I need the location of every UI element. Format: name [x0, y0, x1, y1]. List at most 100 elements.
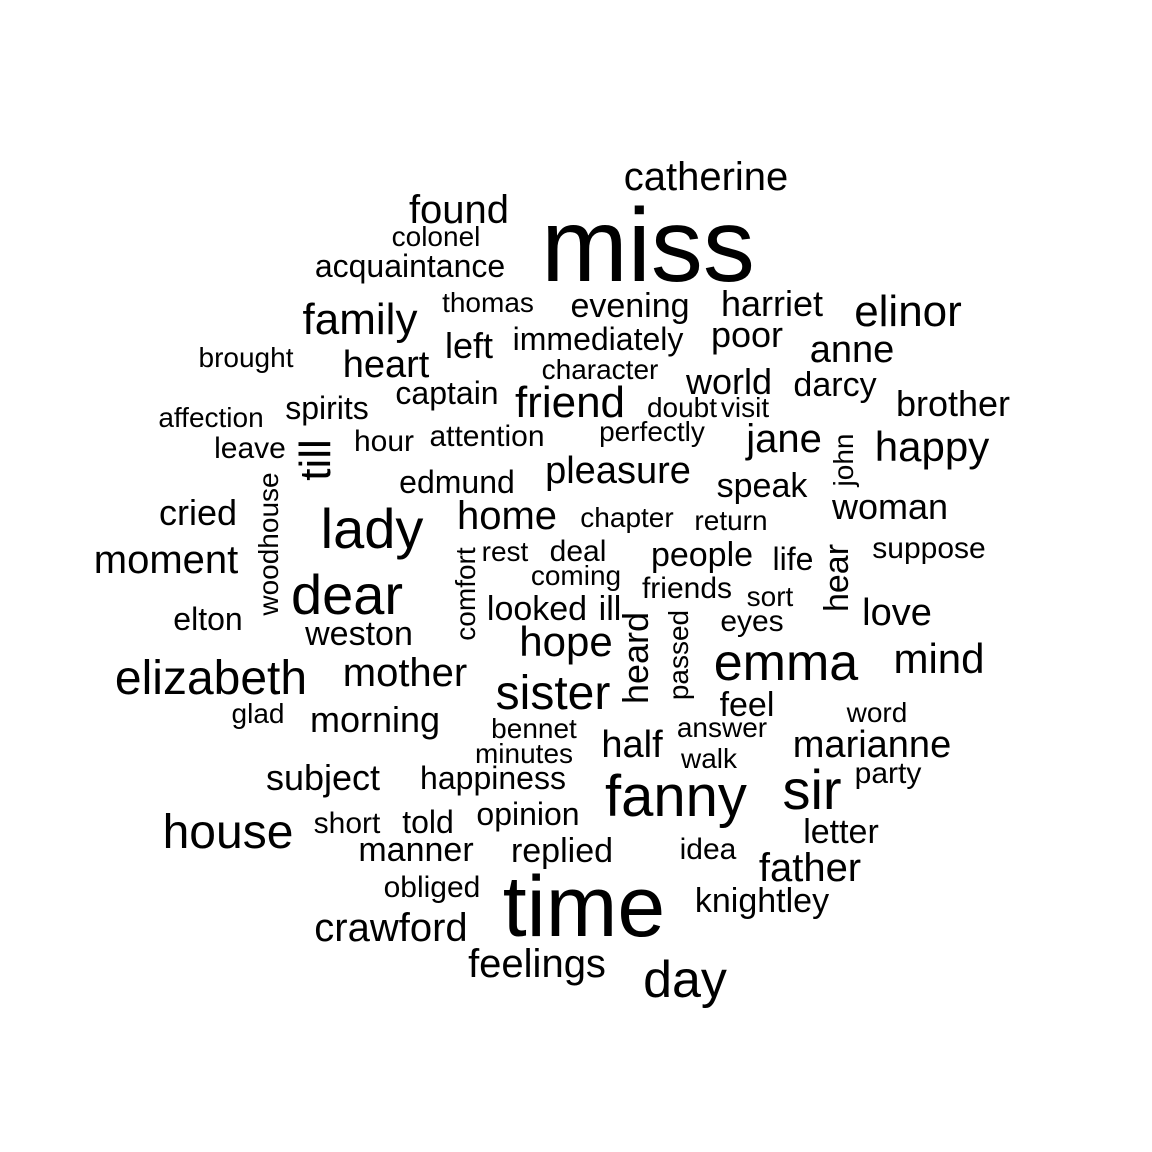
- word: passed: [663, 610, 694, 700]
- word: elizabeth: [115, 652, 307, 705]
- word: house: [163, 806, 294, 859]
- word: manner: [358, 831, 473, 869]
- word: acquaintance: [315, 248, 505, 284]
- word: word: [846, 697, 908, 728]
- word: fanny: [605, 764, 747, 829]
- word: day: [643, 951, 727, 1009]
- word: party: [855, 757, 922, 790]
- word: edmund: [399, 464, 515, 500]
- word: morning: [310, 699, 440, 740]
- word: speak: [717, 467, 809, 505]
- word: life: [773, 541, 814, 577]
- word: return: [694, 505, 767, 536]
- word: rest: [482, 536, 529, 567]
- word: suppose: [872, 532, 985, 565]
- word: darcy: [793, 366, 876, 404]
- word: minutes: [475, 738, 573, 769]
- word: leave: [214, 432, 286, 465]
- word: glad: [232, 698, 285, 729]
- word: deal: [550, 535, 607, 568]
- word: chapter: [580, 502, 673, 533]
- word: hear: [818, 544, 856, 612]
- word: hope: [519, 618, 612, 665]
- word: opinion: [476, 796, 579, 832]
- word: woman: [831, 486, 948, 527]
- word: bennet: [491, 713, 577, 744]
- word: coming: [531, 560, 621, 591]
- word: character: [542, 354, 659, 385]
- word: feelings: [468, 942, 606, 986]
- word: time: [503, 859, 665, 955]
- word: told: [402, 804, 454, 840]
- word: happy: [875, 423, 989, 470]
- word: world: [685, 361, 772, 402]
- word: people: [651, 536, 753, 574]
- word: mother: [343, 651, 468, 695]
- word: heart: [343, 344, 430, 386]
- word: comfort: [450, 547, 481, 641]
- word: affection: [158, 402, 263, 433]
- word: spirits: [285, 390, 369, 426]
- word: father: [759, 846, 861, 890]
- word: elinor: [854, 287, 962, 336]
- word: visit: [721, 392, 769, 423]
- word: heard: [615, 612, 656, 704]
- word: answer: [677, 712, 767, 743]
- word: dear: [291, 563, 403, 626]
- word: short: [314, 807, 381, 840]
- word: crawford: [314, 906, 467, 950]
- word: thomas: [442, 287, 534, 318]
- word: walk: [680, 743, 738, 774]
- word: weston: [304, 615, 413, 653]
- word: cried: [159, 492, 237, 533]
- word: anne: [810, 329, 895, 371]
- word: till: [291, 439, 340, 481]
- word: jane: [745, 417, 822, 461]
- word: doubt: [647, 392, 717, 423]
- word: subject: [266, 757, 380, 798]
- word: colonel: [392, 221, 481, 252]
- word: ill: [599, 590, 622, 628]
- word: miss: [541, 188, 755, 304]
- word: hour: [354, 425, 414, 458]
- word: left: [445, 325, 493, 366]
- word: brought: [199, 342, 294, 373]
- word: emma: [714, 634, 859, 692]
- word: letter: [803, 813, 879, 851]
- word: eyes: [720, 605, 783, 638]
- word: elton: [173, 601, 242, 637]
- word: lady: [321, 497, 424, 560]
- word: sort: [747, 581, 794, 612]
- word: sir: [782, 758, 841, 821]
- word: found: [409, 188, 509, 232]
- word: home: [457, 494, 557, 538]
- word: idea: [680, 833, 737, 866]
- word: pleasure: [545, 450, 691, 492]
- word: john: [828, 434, 859, 488]
- word: knightley: [695, 882, 829, 920]
- word: friend: [515, 378, 625, 427]
- word: friends: [642, 572, 732, 605]
- word: obliged: [384, 871, 481, 904]
- word: love: [862, 592, 932, 634]
- word: replied: [511, 832, 613, 870]
- word: captain: [395, 375, 498, 411]
- word: feel: [720, 686, 775, 724]
- word: moment: [94, 538, 239, 582]
- word: brother: [896, 383, 1010, 424]
- word: mind: [893, 635, 984, 682]
- word: sister: [496, 667, 611, 720]
- word: immediately: [513, 321, 684, 357]
- word: attention: [429, 420, 544, 453]
- word: perfectly: [599, 416, 705, 447]
- word: half: [601, 724, 663, 766]
- word: family: [303, 295, 418, 344]
- word: marianne: [793, 724, 951, 766]
- word: catherine: [624, 155, 789, 199]
- word: harriet: [721, 283, 823, 324]
- word: looked: [487, 590, 587, 628]
- word: woodhouse: [253, 472, 284, 616]
- word: happiness: [420, 760, 566, 796]
- word: poor: [711, 314, 783, 355]
